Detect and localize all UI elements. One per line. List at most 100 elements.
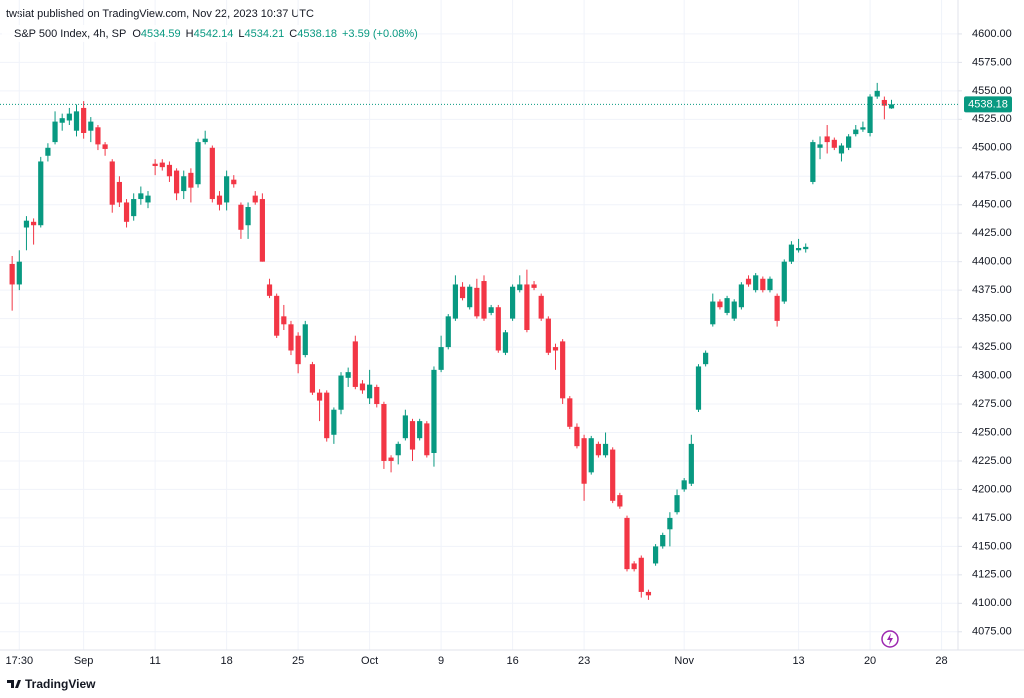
x-tick-label: 28	[935, 655, 947, 667]
candle-body	[259, 199, 265, 262]
candle-body	[388, 457, 394, 461]
x-tick-label: 17:30	[6, 655, 34, 667]
candle-body	[617, 495, 623, 507]
candle-body	[224, 176, 230, 203]
candle-body	[874, 90, 880, 97]
candle-body	[703, 352, 709, 365]
legend-text: S&P 500 Index, 4h, SP O4534.59 H4542.14 L45…	[14, 28, 418, 40]
candle-body	[438, 347, 444, 370]
candle-body	[567, 398, 573, 427]
x-tick-label: 20	[864, 655, 876, 667]
candle-body	[745, 278, 752, 285]
candle-body	[381, 404, 387, 461]
candle-body	[660, 534, 666, 547]
candle-body	[788, 244, 795, 262]
candle-body	[531, 284, 537, 288]
candle-body	[545, 318, 551, 353]
candle-body	[181, 176, 187, 192]
candle-body	[824, 136, 830, 143]
candle-body	[631, 563, 637, 570]
y-tick-label: 4400.00	[972, 256, 1012, 268]
y-tick-label: 4425.00	[972, 227, 1012, 239]
legend: S&P 500 Index, 4h, SP O4534.59 H4542.14 L45…	[2, 25, 418, 42]
candle-body	[38, 161, 44, 226]
candle-body	[467, 286, 473, 308]
candle-body	[409, 421, 416, 450]
candle-body	[517, 284, 523, 291]
candle-body	[495, 307, 501, 351]
candle-body	[760, 278, 766, 291]
candle-body	[367, 384, 373, 399]
y-tick-label: 4275.00	[972, 398, 1012, 410]
candle-body	[209, 147, 215, 200]
candle-body	[795, 248, 802, 251]
y-tick-label: 4525.00	[972, 113, 1012, 125]
candle-body	[81, 107, 87, 133]
candle-body	[274, 295, 280, 336]
candle-body	[152, 163, 158, 167]
candle-body	[838, 145, 845, 154]
candle-body	[624, 517, 630, 570]
legend-change: +3.59 (+0.08%)	[342, 28, 418, 40]
y-tick-label: 4575.00	[972, 56, 1012, 68]
candle-body	[674, 495, 680, 513]
candle-body	[395, 443, 401, 456]
candle-body	[867, 96, 873, 133]
candle-body	[402, 415, 408, 439]
candle-body	[510, 286, 516, 319]
x-tick-label: 11	[149, 655, 160, 667]
candle-body	[116, 181, 122, 203]
candle-body	[195, 142, 201, 185]
candle-body	[888, 104, 895, 109]
candle-body	[145, 195, 151, 203]
candle-body	[131, 199, 137, 217]
footer-logo: TradingView	[7, 677, 96, 691]
candle-body	[417, 421, 423, 439]
y-tick-label: 4475.00	[972, 170, 1012, 182]
candle-body	[538, 295, 544, 319]
candle-body	[23, 220, 30, 228]
candle-body	[767, 278, 773, 291]
y-tick-label: 4075.00	[972, 626, 1012, 638]
x-tick-label: 16	[506, 655, 518, 667]
y-tick-label: 4600.00	[972, 28, 1012, 40]
x-tick-label: 23	[578, 655, 590, 667]
candle-body	[302, 324, 308, 356]
candle-body	[560, 341, 566, 399]
candle-body	[753, 275, 759, 291]
candle-body	[667, 517, 673, 530]
candle-body	[31, 221, 37, 226]
candle-body	[452, 284, 459, 319]
candles	[9, 82, 895, 600]
candle-body	[216, 195, 223, 205]
candle-body	[445, 316, 451, 348]
last-price-badge	[964, 96, 1012, 113]
y-tick-label: 4325.00	[972, 341, 1012, 353]
candle-body	[166, 164, 173, 177]
candle-body	[738, 284, 744, 308]
y-tick-label: 4300.00	[972, 369, 1012, 381]
x-tick-label: 13	[792, 655, 804, 667]
candle-body	[374, 386, 380, 405]
candle-body	[652, 546, 659, 564]
lightning-icon[interactable]	[881, 630, 899, 648]
symbol: S&P 500 Index, 4h, SP	[14, 28, 126, 40]
candle-body	[188, 172, 194, 188]
legend-key: O	[132, 28, 141, 40]
candle-body	[66, 113, 72, 121]
candle-body	[524, 284, 530, 330]
legend-value: 4534.21	[245, 28, 285, 40]
candle-body	[431, 369, 437, 453]
candle-body	[552, 347, 559, 351]
candle-body	[252, 195, 258, 203]
y-tick-label: 4150.00	[972, 540, 1012, 552]
candle-body	[295, 335, 301, 365]
candle-body	[481, 281, 487, 319]
candle-body	[345, 372, 351, 378]
legend-key: L	[238, 28, 244, 40]
y-tick-label: 4100.00	[972, 597, 1012, 609]
x-tick-label: 9	[438, 655, 444, 667]
candle-body	[173, 170, 180, 194]
legend-bg	[2, 25, 382, 42]
